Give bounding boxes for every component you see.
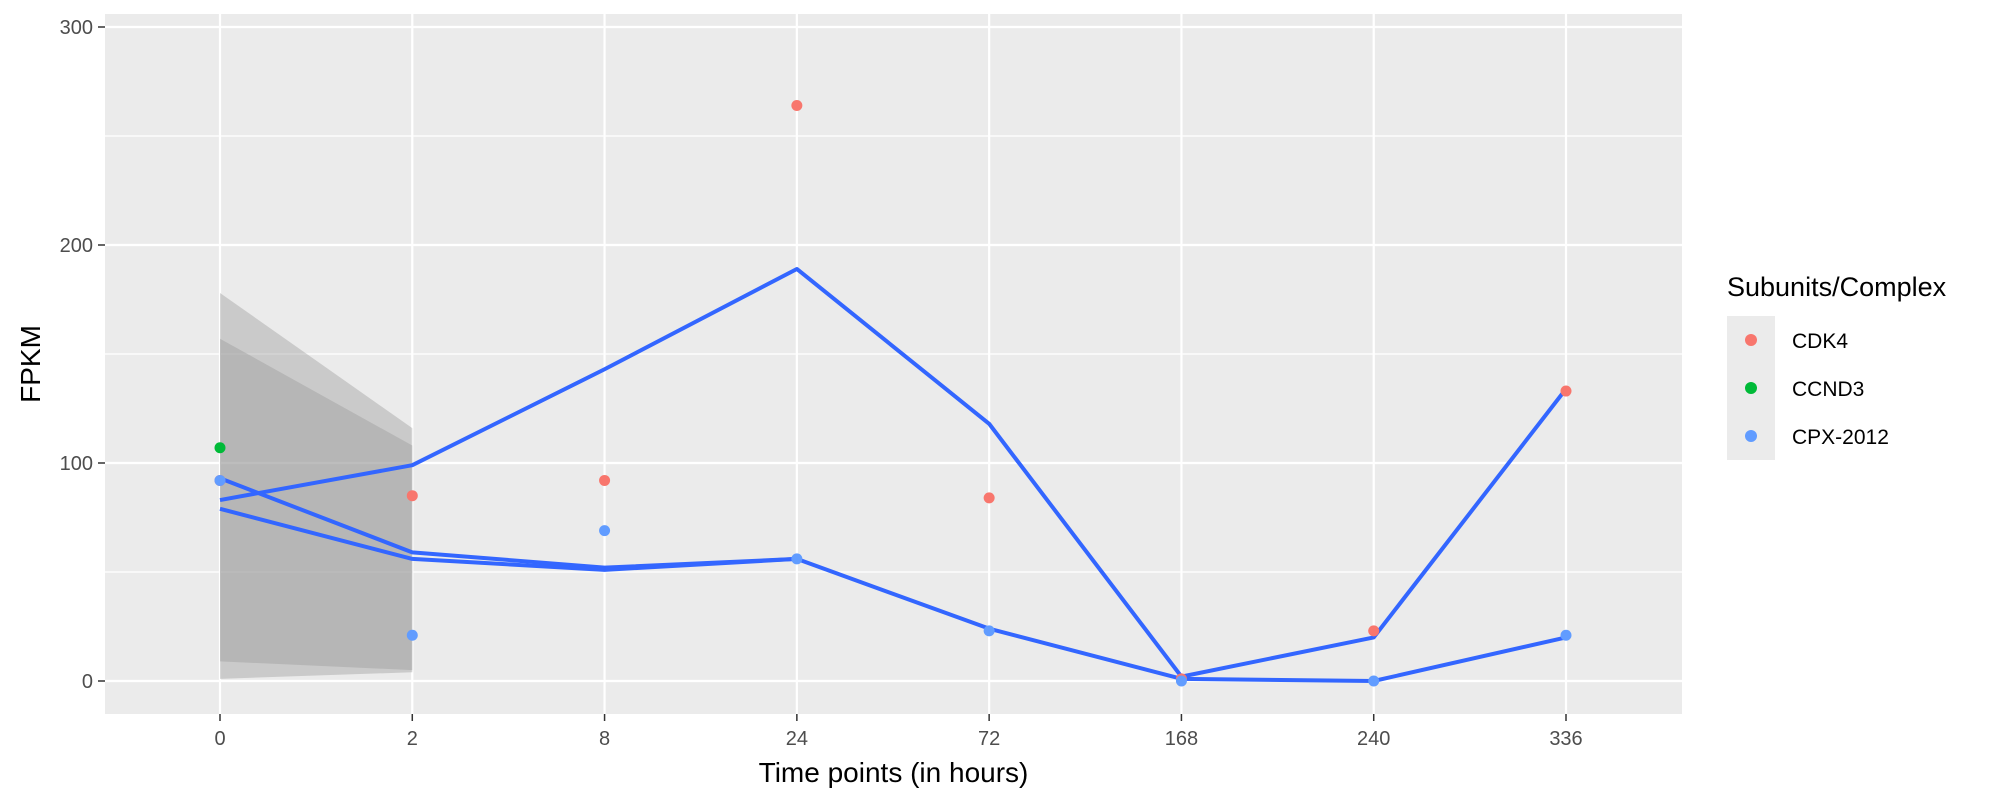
y-tick-label: 0 xyxy=(82,671,93,693)
x-tick-label: 240 xyxy=(1357,728,1390,750)
legend-label: CDK4 xyxy=(1792,330,1848,353)
x-tick-label: 0 xyxy=(214,728,225,750)
x-axis-title: Time points (in hours) xyxy=(759,757,1029,788)
data-point-cpx-2012 xyxy=(406,629,418,641)
x-tick-label: 24 xyxy=(786,728,808,750)
smooth-line xyxy=(219,506,797,572)
smooth-line xyxy=(219,476,1567,683)
x-tick-label: 336 xyxy=(1549,728,1582,750)
legend-label: CCND3 xyxy=(1792,378,1864,401)
data-point-cpx-2012 xyxy=(599,525,611,537)
data-point-cpx-2012 xyxy=(983,625,995,637)
data-points xyxy=(214,99,1572,687)
data-point-cpx-2012 xyxy=(1560,629,1572,641)
y-tick-label: 300 xyxy=(60,17,93,39)
data-point-cdk4 xyxy=(791,99,803,111)
data-point-cdk4 xyxy=(983,492,995,504)
smooth-lines xyxy=(219,266,1568,683)
x-axis: 0 2 8 24 72 168 240 336 xyxy=(214,714,1583,750)
legend-title: Subunits/Complex xyxy=(1727,272,1947,302)
legend-swatch-cpx-2012 xyxy=(1745,430,1757,442)
y-tick-label: 100 xyxy=(60,453,93,475)
data-point-cdk4 xyxy=(599,474,611,486)
confidence-band xyxy=(220,338,413,671)
data-point-ccnd3 xyxy=(214,442,226,454)
confidence-bands xyxy=(220,292,413,679)
data-point-cdk4 xyxy=(406,490,418,502)
y-axis-title: FPKM xyxy=(15,325,46,403)
y-tick-label: 200 xyxy=(60,235,93,257)
x-tick-label: 8 xyxy=(599,728,610,750)
data-point-cpx-2012 xyxy=(1175,675,1187,687)
legend-swatch-cdk4 xyxy=(1745,334,1757,346)
plot-panel xyxy=(105,14,1682,714)
legend-label: CPX-2012 xyxy=(1792,426,1889,449)
major-gridlines xyxy=(105,14,1682,714)
legend: Subunits/Complex CDK4 CCND3 CPX-2012 xyxy=(1727,272,1947,460)
data-point-cpx-2012 xyxy=(214,474,226,486)
y-axis: 0 100 200 300 xyxy=(60,17,105,693)
x-tick-label: 168 xyxy=(1165,728,1198,750)
confidence-band xyxy=(220,292,413,679)
data-point-cdk4 xyxy=(1368,625,1380,637)
legend-swatch-ccnd3 xyxy=(1745,382,1757,394)
minor-gridlines xyxy=(105,135,1682,573)
data-point-cpx-2012 xyxy=(791,553,803,565)
data-point-cpx-2012 xyxy=(1368,675,1380,687)
data-point-cdk4 xyxy=(1560,385,1572,397)
x-tick-label: 2 xyxy=(407,728,418,750)
x-tick-label: 72 xyxy=(978,728,1000,750)
smooth-line xyxy=(219,266,1568,679)
